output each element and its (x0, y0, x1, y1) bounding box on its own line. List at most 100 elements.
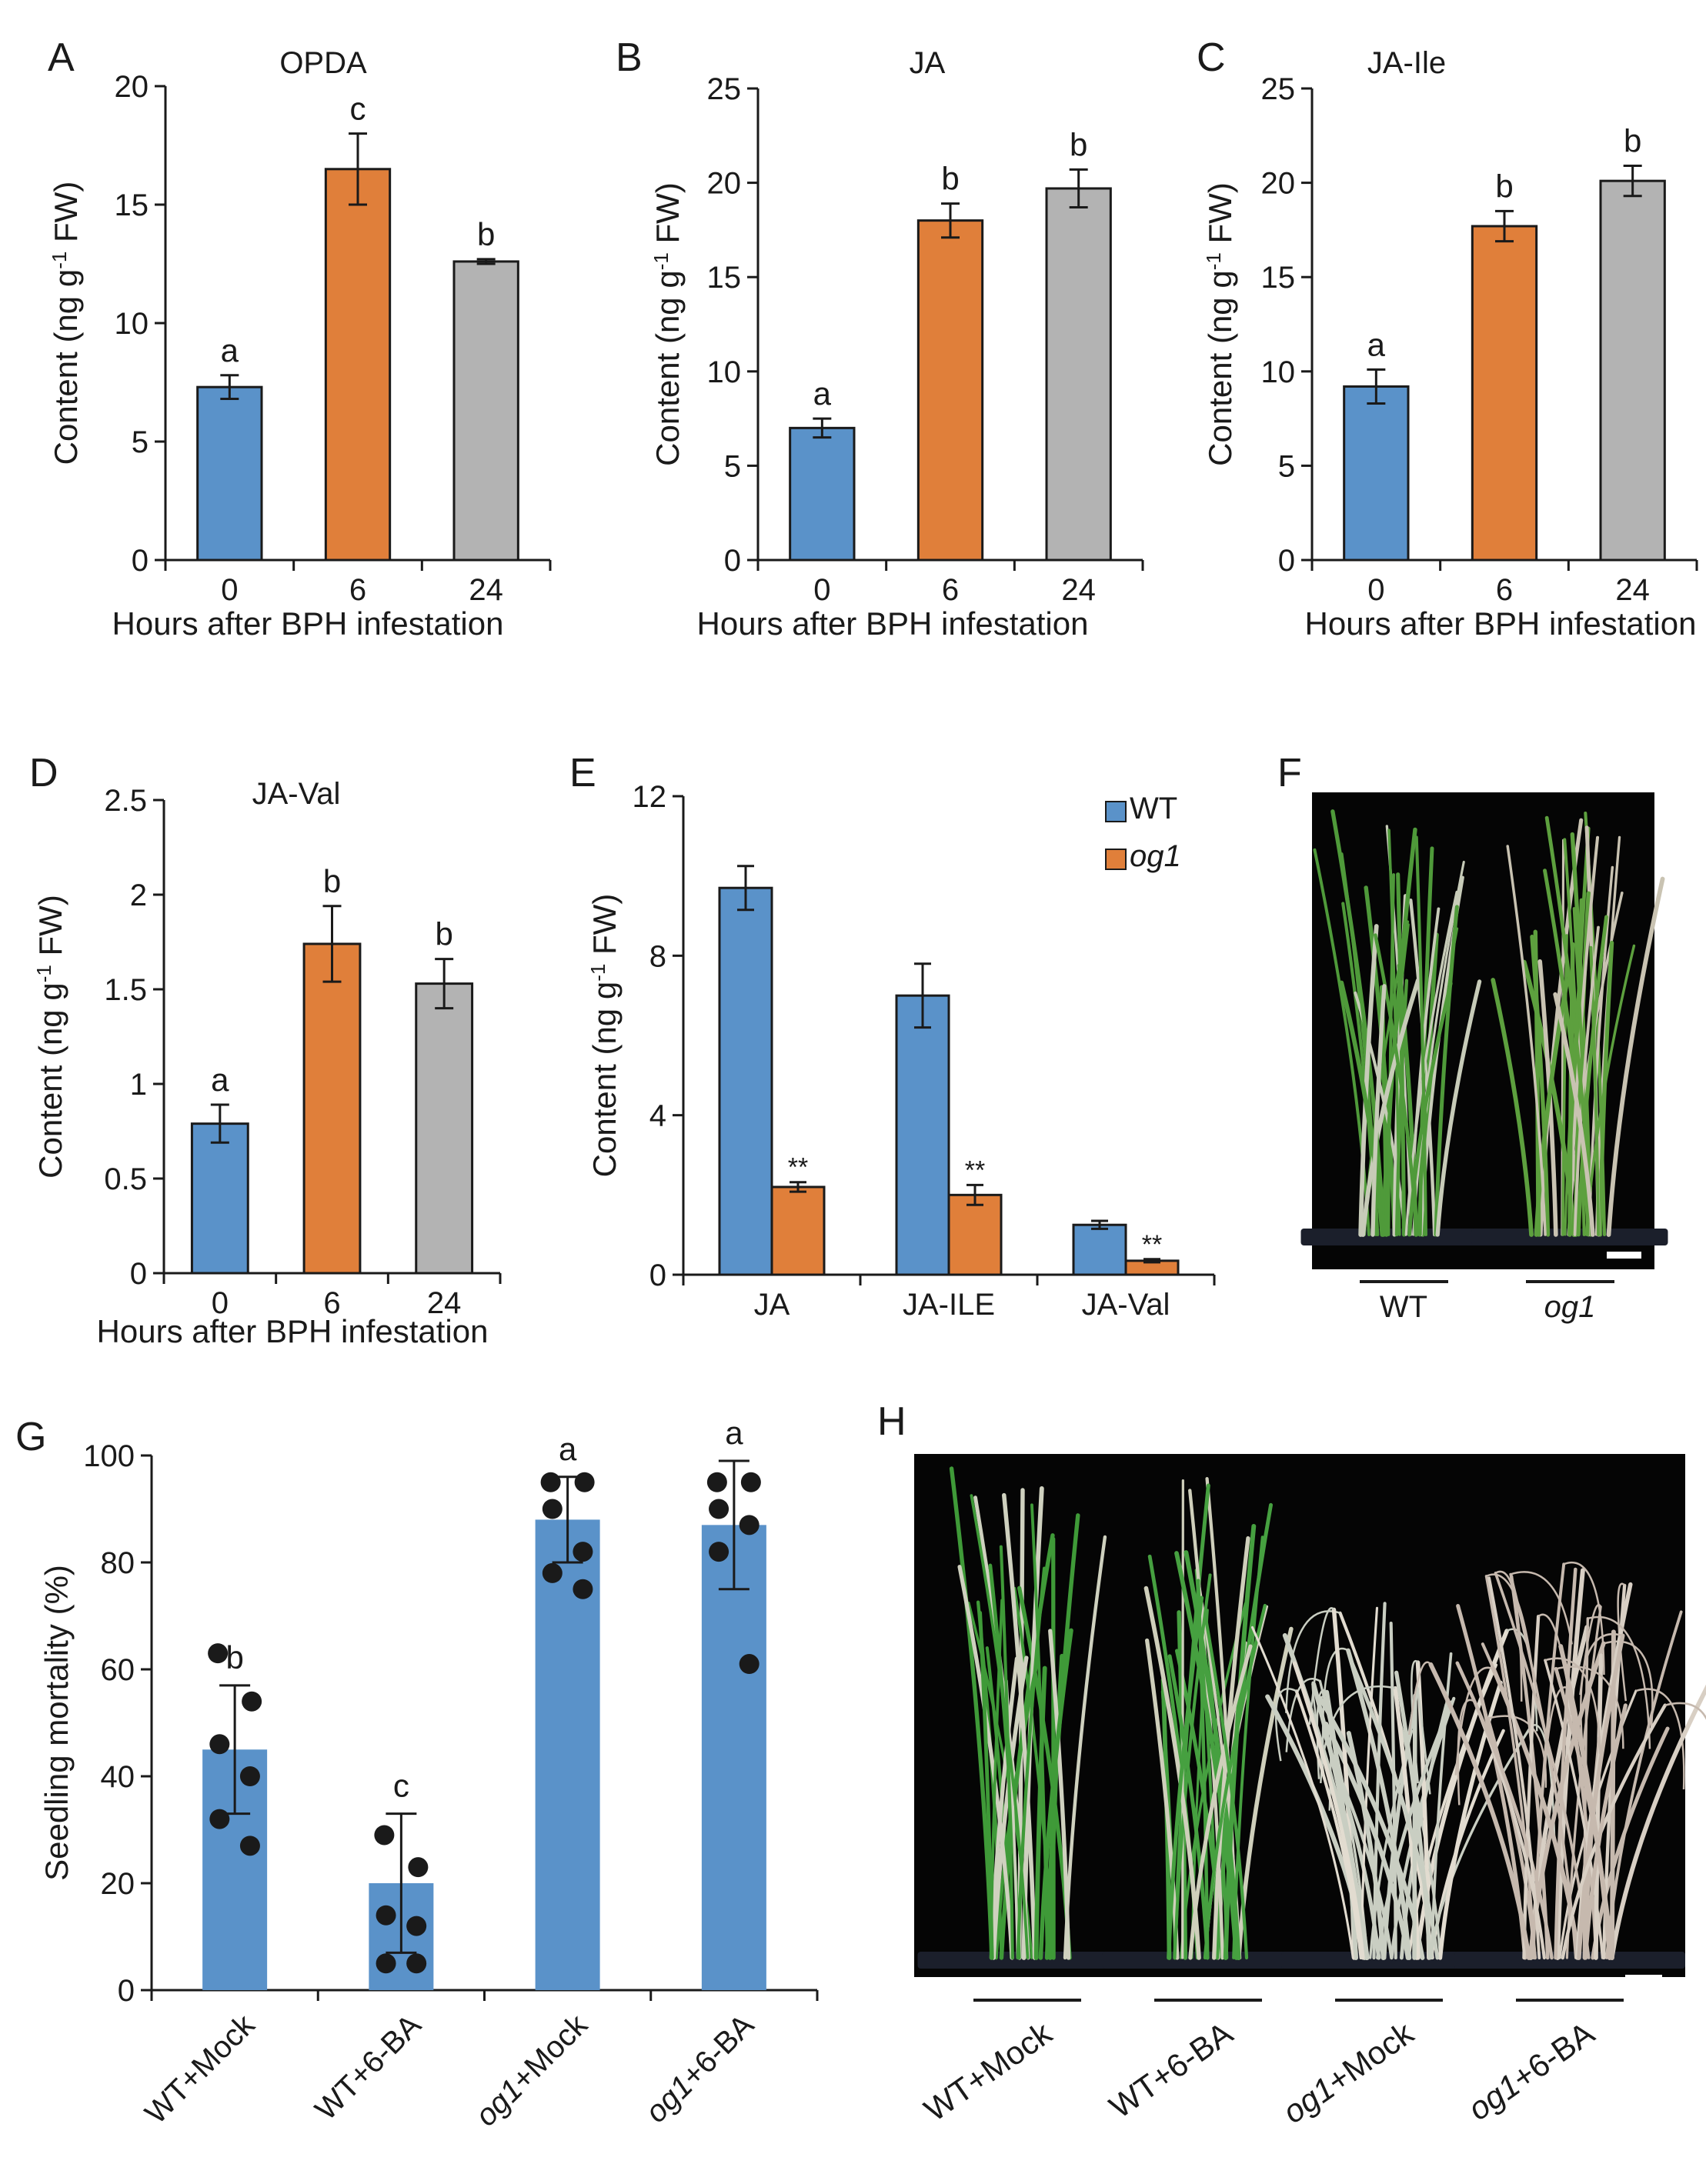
y-label-tail: FW) (649, 182, 686, 252)
x-tick-label: 6 (323, 1286, 340, 1320)
y-tick-label: 100 (83, 1439, 135, 1473)
data-point (542, 1499, 563, 1519)
scale-bar (1607, 1252, 1641, 1259)
chart-ja: 0 5 10 15 20 25 a 0 b 6 b 24 JA Hours after BPH infes… (649, 46, 1144, 642)
plant-leaf (1330, 809, 1386, 1237)
photo-h-labels: WT+Mock WT+6-BA og1+Mock og1+6-BA (917, 1999, 1624, 2130)
bar (789, 426, 856, 562)
plant-leaf (1576, 915, 1608, 1237)
scale-bar (1625, 1975, 1662, 1982)
plant-clump (1471, 811, 1668, 1245)
plant-leaf (1609, 1684, 1706, 1960)
significance-mark: ** (1142, 1230, 1162, 1259)
plant-clump (917, 1466, 1137, 1969)
plant-leaf (1167, 1595, 1204, 1960)
y-tick-label: 0 (1278, 544, 1295, 578)
plant-leaf (1374, 933, 1419, 1237)
plant-leaf (1554, 1666, 1614, 1960)
y-axis-label-text: Content (ng g-1 FW) (1202, 182, 1238, 466)
legend-swatch (1105, 801, 1127, 822)
plant-leaf-curl (1544, 1657, 1601, 1755)
plant-leaf (1033, 1666, 1047, 1960)
plant-leaf-curl (1603, 1640, 1654, 1729)
plant-leaf (1554, 1567, 1577, 1960)
plant-leaf (1577, 1633, 1625, 1960)
data-point (573, 1579, 593, 1599)
panel-letter-e: E (569, 751, 596, 795)
plant-leaf (1346, 1731, 1386, 1960)
y-tick-label: 15 (115, 188, 149, 222)
y-label-tail: FW) (48, 182, 84, 252)
data-point (239, 1766, 260, 1786)
plant-pot (917, 1952, 1137, 1969)
photo-h-label-text: WT+6-BA (1103, 2015, 1239, 2126)
plant-leaf (1544, 1659, 1604, 1959)
chart-seedling-mortality: 0 20 40 60 80 100 b WT+Mock c WT+6-BA a og1+Mock a og… (38, 1415, 819, 2133)
y-label-main: Content (ng g (48, 269, 84, 465)
significance-letter: b (435, 916, 452, 952)
data-point (208, 1643, 229, 1664)
plant-leaf-curl (1635, 1688, 1685, 1790)
plant-leaf (1174, 1551, 1239, 1960)
x-tick-label: 24 (469, 573, 503, 607)
plant-leaf (1294, 1689, 1363, 1960)
photo-f-underline-wt (1360, 1280, 1448, 1283)
x-tick-label-text: WT+Mock (139, 2008, 262, 2131)
photo-h-underline (973, 1999, 1081, 2002)
x-axis-label: Hours after BPH infestation (1305, 605, 1697, 642)
x-tick-label: 6 (942, 573, 959, 607)
plant-leaf (978, 1611, 994, 1960)
data-point (709, 1542, 729, 1562)
chart-title: JA-Val (252, 777, 341, 811)
bar (452, 260, 519, 562)
x-tick-label: 24 (427, 1286, 462, 1320)
panel-letter-a: A (48, 35, 75, 80)
significance-letter: c (350, 91, 366, 127)
y-tick-label: 20 (101, 1867, 135, 1901)
y-label-main: Content (ng g (32, 982, 68, 1179)
data-point (739, 1515, 760, 1535)
photo-f-label-wt: WT (1380, 1290, 1427, 1324)
y-axis-label: Content (ng g-1 FW) (32, 895, 68, 1179)
y-tick-label: 2 (130, 879, 147, 912)
photo-h-label: WT+6-BA (1103, 2015, 1239, 2126)
y-axis-label-text: Content (ng g-1 FW) (32, 895, 68, 1179)
y-axis-label: Content (ng g-1 FW) (48, 182, 84, 465)
label-treatment: +6-BA (1144, 2015, 1240, 2096)
plant-leaf (1370, 984, 1387, 1237)
data-point (408, 1857, 429, 1878)
plant-leaf-curl (1580, 1633, 1624, 1760)
data-point (376, 1953, 396, 1974)
data-point (242, 1691, 262, 1712)
x-tick-label: 0 (221, 573, 238, 607)
plant-leaf (999, 1545, 1014, 1960)
y-tick-label: 20 (1261, 167, 1296, 201)
y-tick-label: 0 (118, 1974, 135, 2008)
x-axis-label: Hours after BPH infestation (97, 1313, 489, 1349)
plant-leaf (1389, 1622, 1397, 1960)
significance-mark: ** (788, 1153, 808, 1182)
plant-leaf (1232, 1535, 1264, 1959)
plant-pot (1471, 1229, 1668, 1245)
plant-leaf (1313, 848, 1370, 1236)
plant-leaf (1380, 923, 1410, 1236)
plant-leaf (1360, 978, 1421, 1237)
data-point (406, 1953, 427, 1974)
data-point (542, 1562, 563, 1583)
plant-leaf-curl (1664, 1702, 1706, 1720)
label-treatment: +6-BA (342, 2008, 428, 2093)
photo-h-label: WT+Mock (917, 2014, 1059, 2128)
plant-leaf (1173, 1573, 1212, 1960)
panel-letter-d: D (29, 751, 58, 795)
bar (701, 1525, 766, 1990)
photo-h-underline (1516, 1999, 1624, 2002)
plant-clump (1102, 1476, 1322, 1969)
significance-letter: b (1495, 168, 1513, 204)
bar-WT (1072, 1223, 1127, 1276)
y-tick-label: 25 (707, 72, 742, 106)
y-label-main: Content (ng g (586, 982, 623, 1178)
data-point (573, 1542, 593, 1562)
panel-letters: A B C D E F G H (15, 35, 1302, 1459)
y-tick-label: 5 (132, 425, 149, 459)
chart-wt-vs-og1: 0 4 8 12 ** JA ** JA-ILE ** JA-Val Content (ng g-1… (586, 780, 1216, 1322)
